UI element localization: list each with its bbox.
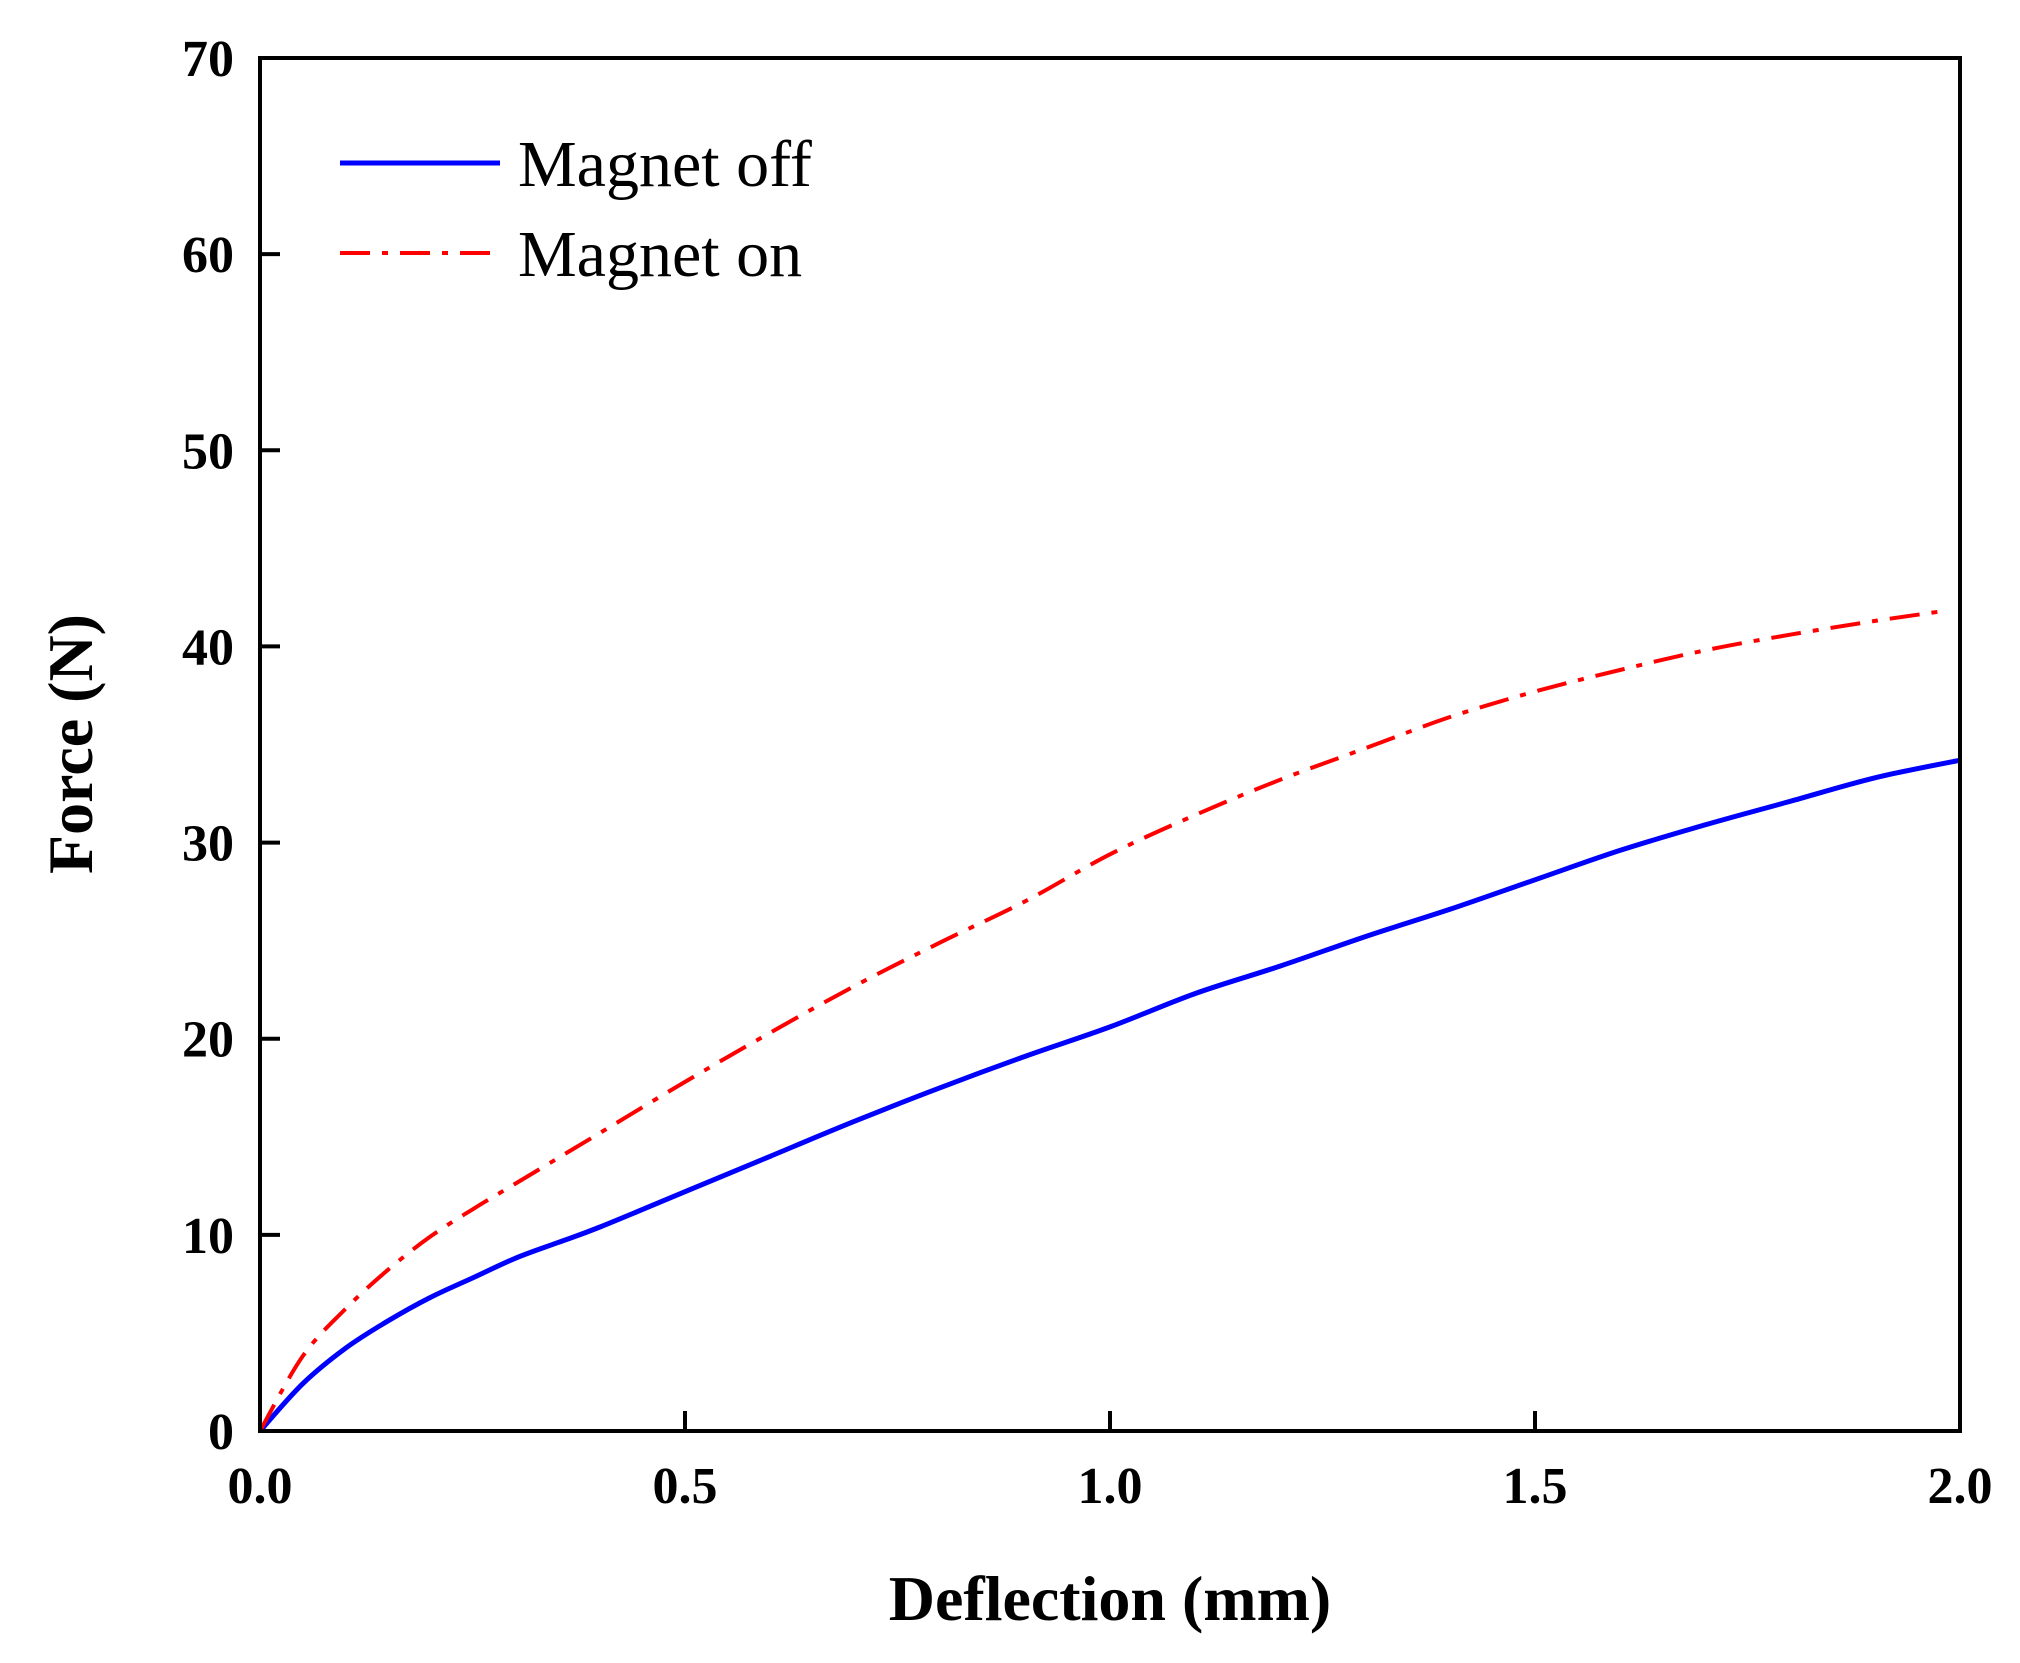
- y-tick-label: 10: [182, 1208, 234, 1265]
- y-tick-label: 70: [182, 31, 234, 88]
- legend-label-magnet-off: Magnet off: [518, 128, 812, 201]
- y-tick-label: 60: [182, 227, 234, 284]
- legend: Magnet off Magnet on: [340, 128, 812, 291]
- y-tick-label: 20: [182, 1012, 234, 1069]
- x-tick-label: 1.5: [1503, 1458, 1568, 1515]
- x-tick-label: 1.0: [1078, 1458, 1143, 1515]
- x-axis-title: Deflection (mm): [889, 1563, 1331, 1634]
- y-tick-label: 50: [182, 423, 234, 480]
- legend-label-magnet-on: Magnet on: [518, 218, 802, 291]
- series-line-magnet-on: [258, 609, 1944, 1432]
- plot-frame: [258, 56, 1962, 1433]
- series-line-magnet-off: [258, 757, 1961, 1433]
- axis-ticks: 0.0 0.5 1.0 1.5 2.0 0 10 20 30 40 50 60 70: [182, 31, 1993, 1515]
- y-tick-label: 40: [182, 619, 234, 676]
- x-tick-label: 0.0: [228, 1458, 293, 1515]
- y-tick-label: 0: [208, 1404, 234, 1461]
- x-tick-label: 2.0: [1928, 1458, 1993, 1515]
- x-tick-label: 0.5: [653, 1458, 718, 1515]
- y-axis-title: Force (N): [35, 614, 106, 874]
- series-lines: [258, 609, 1961, 1433]
- y-tick-label: 30: [182, 816, 234, 873]
